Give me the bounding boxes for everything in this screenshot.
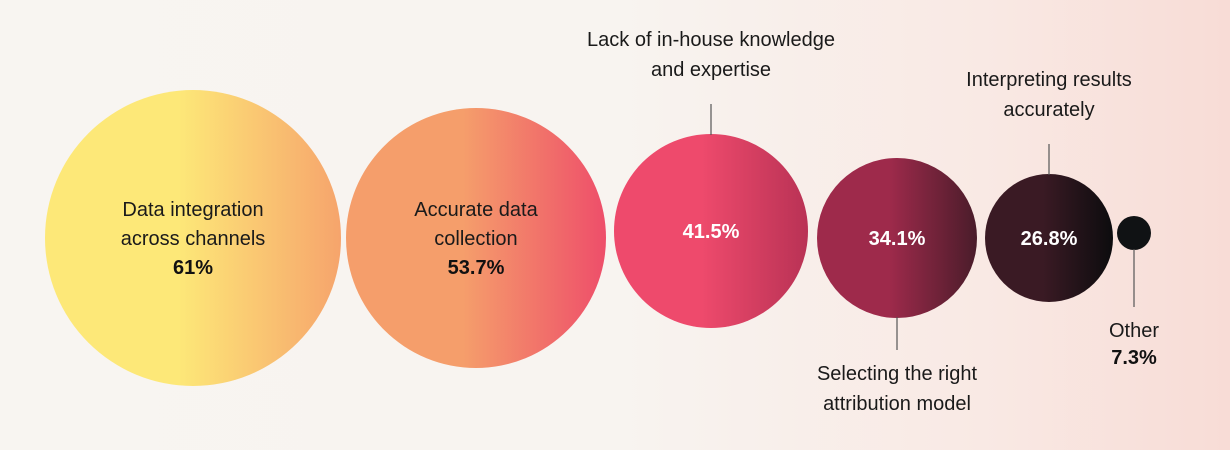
bubble-label-interpreting-results-accurately: accurately xyxy=(1003,99,1094,121)
bubble-label-lack-of-in-house-knowledge-and-expertise: and expertise xyxy=(651,59,771,81)
bubble-label-interpreting-results-accurately: Interpreting results xyxy=(966,69,1132,91)
bubble-lack-of-in-house-knowledge-and-expertise xyxy=(614,134,808,328)
bubble-marks: Data integration across channels 61% Accura… xyxy=(45,29,1159,415)
bubble-value-selecting-the-right-attribution-model: 34.1% xyxy=(869,228,926,250)
bubble-value-accurate-data-collection: 53.7% xyxy=(448,257,505,279)
bubble-label-accurate-data-collection: collection xyxy=(434,228,517,250)
bubble-selecting-the-right-attribution-model xyxy=(817,158,977,318)
bubble-label-accurate-data-collection: Accurate data xyxy=(414,199,538,221)
bubble-value-data-integration-across-channels: 61% xyxy=(173,257,213,279)
bubble-value-interpreting-results-accurately: 26.8% xyxy=(1021,228,1078,250)
bubble-label-data-integration-across-channels: Data integration xyxy=(122,199,263,221)
bubble-data-integration-across-channels xyxy=(45,90,341,386)
bubble-label-selecting-the-right-attribution-model: attribution model xyxy=(823,393,971,415)
bubble-value-other: 7.3% xyxy=(1111,347,1157,369)
bubble-label-selecting-the-right-attribution-model: Selecting the right xyxy=(817,363,978,385)
bubble-label-data-integration-across-channels: across channels xyxy=(121,228,266,250)
bubble-label-other: Other xyxy=(1109,320,1159,342)
bubble-other xyxy=(1117,216,1151,250)
bubble-accurate-data-collection xyxy=(346,108,606,368)
bubble-label-lack-of-in-house-knowledge-and-expertise: Lack of in-house knowledge xyxy=(587,29,835,51)
bubble-value-lack-of-in-house-knowledge-and-expertise: 41.5% xyxy=(683,221,740,243)
bubble-interpreting-results-accurately xyxy=(985,174,1113,302)
